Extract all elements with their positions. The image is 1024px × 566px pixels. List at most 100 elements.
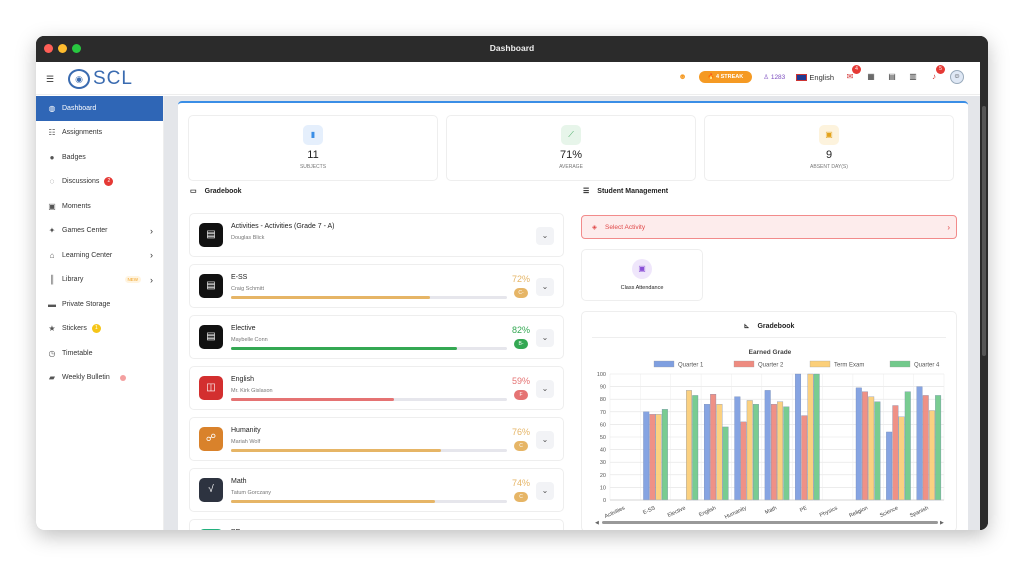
graduation-icon: ⌂ <box>49 250 55 260</box>
bar-spanish-1 <box>916 386 923 501</box>
subject-card[interactable]: ◫ English Mr. Kirk Gislason 59% F ⌄ <box>189 366 564 410</box>
progress-bar <box>231 296 507 299</box>
bar-english-4 <box>722 426 729 501</box>
sidebar-item-discussions[interactable]: ◌ Discussions 2 <box>36 170 163 195</box>
legend-swatch <box>889 360 911 368</box>
bar-pe-3 <box>807 373 814 501</box>
gradebook-chart-title: Gradebook <box>757 323 795 330</box>
window-scrollbar[interactable] <box>980 62 988 530</box>
sidebar-item-stickers[interactable]: ★ Stickers 1 <box>36 317 163 342</box>
menu-icon[interactable]: ☰ <box>46 74 55 84</box>
sidebar-item-badges[interactable]: ● Badges <box>36 145 163 170</box>
expand-button[interactable]: ⌄ <box>536 278 554 296</box>
dashboard-panel: ▮ 11 SUBJECTS ⟋ 71% AVERAGE ▣ 9 ABSENT D… <box>178 101 968 530</box>
sidebar: ◍ Dashboard ☷ Assignments ● Badges ◌ Discuss… <box>36 96 164 530</box>
subject-percent: 72% <box>511 274 530 284</box>
sidebar-item-library[interactable]: ║ Library NEW › <box>36 268 163 293</box>
subject-card[interactable]: √ Math Tatum Gorczany 74% C ⌄ <box>189 468 564 512</box>
sidebar-item-weekly-bulletin[interactable]: ▰ Weekly Bulletin <box>36 366 163 391</box>
select-activity-button[interactable]: ◈ Select Activity › <box>581 215 957 239</box>
bar-spanish-4 <box>935 395 942 501</box>
sidebar-item-label: Assignments <box>62 129 103 137</box>
subject-name: PE <box>231 529 240 530</box>
maximize-window-button[interactable] <box>72 44 81 53</box>
clock-icon: ◷ <box>48 348 56 358</box>
sidebar-item-private-storage[interactable]: ▬ Private Storage <box>36 292 163 317</box>
sidebar-item-label: Badges <box>62 153 86 161</box>
subject-card[interactable]: ▤ Activities - Activities (Grade 7 - A) Do… <box>189 213 564 257</box>
grade-badge: C- <box>514 288 528 298</box>
subject-card[interactable]: ☍ Humanity Mariah Wolf 76% C ⌄ <box>189 417 564 461</box>
language-selector[interactable]: English <box>796 73 834 82</box>
select-activity-label: Select Activity <box>605 223 646 231</box>
sidebar-item-timetable[interactable]: ◷ Timetable <box>36 341 163 366</box>
subject-icon: ▤ <box>199 325 223 349</box>
teacher-name: Mariah Wolf <box>231 439 261 445</box>
y-tick-label: 80 <box>600 397 606 403</box>
bar-humanity-3 <box>746 400 753 501</box>
close-window-button[interactable] <box>44 44 53 53</box>
progress-bar <box>231 398 507 401</box>
sidebar-item-assignments[interactable]: ☷ Assignments <box>36 121 163 146</box>
calendar-icon: ▣ <box>819 125 839 145</box>
coins-value: 1283 <box>770 74 786 81</box>
subject-card[interactable]: ▮ PE 100% <box>189 519 564 530</box>
expand-button[interactable]: ⌄ <box>536 482 554 500</box>
notification-badge: 5 <box>936 65 945 74</box>
x-tick-label: PE <box>799 505 808 514</box>
bar-science-4 <box>904 391 911 501</box>
badge-icon: ● <box>49 152 55 162</box>
y-tick-label: 0 <box>603 498 606 504</box>
calendar-icon[interactable]: ▦ <box>867 72 875 81</box>
sidebar-item-moments[interactable]: ▣ Moments <box>36 194 163 219</box>
notes-icon[interactable]: ▤ <box>888 72 896 81</box>
sidebar-item-games-center[interactable]: ✦ Games Center › <box>36 219 163 244</box>
subject-icon: √ <box>199 478 223 502</box>
bar-ess-3 <box>655 414 662 501</box>
chevron-down-icon: ⌄ <box>541 231 549 240</box>
expand-button[interactable]: ⌄ <box>536 431 554 449</box>
grade-badge: C <box>514 441 528 451</box>
subject-card[interactable]: ▤ E-SS Craig Schmitt 72% C- ⌄ <box>189 264 564 308</box>
grade-badge: B- <box>514 339 528 349</box>
class-attendance-card[interactable]: ▣ Class Attendance <box>581 249 703 301</box>
bar-elective-3 <box>686 390 692 501</box>
chevron-right-icon: › <box>150 274 153 285</box>
stickers-badge: 1 <box>91 324 101 334</box>
expand-button[interactable]: ⌄ <box>536 329 554 347</box>
teacher-name: Maybelle Conn <box>231 337 268 343</box>
bar-religion-1 <box>855 387 862 501</box>
x-tick-label: Activities <box>604 505 626 520</box>
teacher-name: Craig Schmitt <box>231 286 265 292</box>
app-window: Dashboard ☰ ◉ SCL ☻ 🔥 4 STREAK ♙ 1283 En… <box>36 36 988 530</box>
y-tick-label: 30 <box>600 460 606 466</box>
y-tick-label: 70 <box>600 410 606 416</box>
logo[interactable]: ◉ SCL <box>68 68 133 90</box>
expand-button[interactable]: ⌄ <box>536 227 554 245</box>
emoji-icon[interactable]: ☻ <box>678 72 687 81</box>
mail-icon[interactable]: ✉ 4 <box>845 65 861 82</box>
subject-name: Math <box>231 478 247 485</box>
discussions-badge: 2 <box>104 177 114 187</box>
scroll-right-icon: ▶ <box>940 520 944 526</box>
gradebook-heading: ▭ Gradebook <box>190 187 242 196</box>
bell-icon[interactable]: ♪ 5 <box>929 65 945 82</box>
subject-percent: 76% <box>511 427 530 437</box>
storage-icon[interactable]: ▥ <box>909 72 917 81</box>
coins-counter[interactable]: ♙ 1283 <box>763 74 786 81</box>
subject-card[interactable]: ▤ Elective Maybelle Conn 82% B- ⌄ <box>189 315 564 359</box>
gradebook-chart-card: ⊾ Gradebook Earned Grade Quarter 1 Quarter … <box>581 311 957 530</box>
sidebar-item-label: Learning Center <box>62 251 113 259</box>
bar-pe-1 <box>795 373 802 501</box>
sidebar-item-dashboard[interactable]: ◍ Dashboard <box>36 96 163 121</box>
expand-button[interactable]: ⌄ <box>536 380 554 398</box>
sidebar-item-learning-center[interactable]: ⌂ Learning Center › <box>36 243 163 268</box>
minimize-window-button[interactable] <box>58 44 67 53</box>
avatar[interactable]: ☺ <box>950 70 964 84</box>
x-tick-label: Math <box>764 505 778 516</box>
bar-science-2 <box>892 405 899 501</box>
streak-badge[interactable]: 🔥 4 STREAK <box>698 71 753 83</box>
subject-icon: ☍ <box>199 427 223 451</box>
chevron-down-icon: ⌄ <box>541 486 549 495</box>
x-tick-label: Elective <box>667 505 687 519</box>
